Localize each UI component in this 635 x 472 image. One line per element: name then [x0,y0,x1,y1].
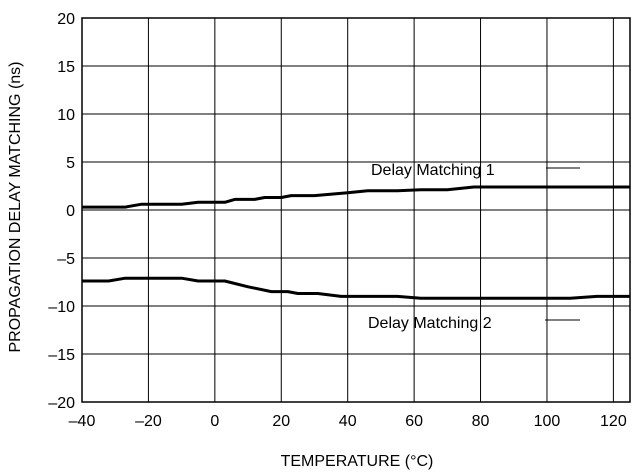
y-tick-label: 15 [57,59,75,76]
series-label-delay-matching-2: Delay Matching 2 [368,315,492,332]
series-label-delay-matching-1: Delay Matching 1 [371,162,495,179]
y-tick-label: 5 [66,155,75,172]
plot-frame [81,17,631,403]
y-tick-label: 10 [57,107,75,124]
y-tick-label: –20 [48,395,75,412]
x-tick-label: 0 [210,413,219,430]
x-tick-label: –20 [135,413,162,430]
y-tick-labels: 20 15 10 5 0 –5 –10 –15 –20 [48,11,75,412]
series-line-delay-matching-1 [82,185,630,209]
y-tick-label: 0 [66,203,75,220]
x-tick-label: 120 [600,413,627,430]
series-line-delay-matching-2 [82,276,630,300]
x-tick-label: 60 [405,413,423,430]
x-tick-labels: –40 –20 0 20 40 60 80 100 120 [69,413,627,430]
x-tick-label: 40 [339,413,357,430]
y-tick-label: –15 [48,347,75,364]
y-tick-label: –10 [48,299,75,316]
series-layer [82,167,630,321]
x-tick-label: 100 [534,413,561,430]
y-axis-title: PROPAGATION DELAY MATCHING (ns) [7,62,24,353]
x-tick-label: –40 [69,413,96,430]
x-tick-label: 20 [272,413,290,430]
y-tick-label: 20 [57,11,75,28]
x-axis-title: TEMPERATURE (°C) [281,453,434,470]
y-tick-label: –5 [57,251,75,268]
x-tick-label: 80 [472,413,490,430]
